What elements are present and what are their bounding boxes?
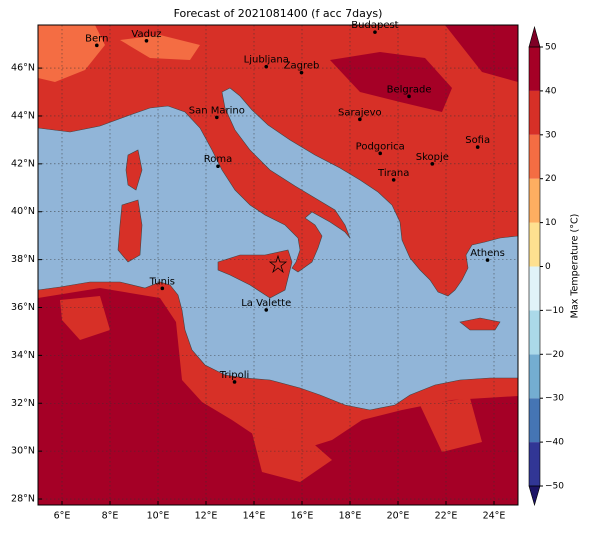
y-tick-label: 34°N <box>11 350 35 361</box>
city-label: San Marino <box>189 105 245 116</box>
colorbar-segment <box>529 222 540 267</box>
colorbar-tick-label: −20 <box>545 350 564 360</box>
city-marker <box>95 43 99 48</box>
x-tick-label: 24°E <box>483 511 506 522</box>
city-marker <box>144 39 149 43</box>
colorbar-extend-over <box>528 25 541 48</box>
city-marker <box>485 258 490 262</box>
x-tick-label: 14°E <box>243 511 266 522</box>
city-label: Tripoli <box>219 370 250 381</box>
x-tick-label: 20°E <box>387 511 410 522</box>
land <box>420 398 482 452</box>
y-tick-label: 28°N <box>11 494 35 505</box>
city-label: Zagreb <box>284 61 320 72</box>
colorbar-segment <box>529 398 540 443</box>
colorbar-segment <box>529 354 540 399</box>
colorbar-tick-label: 20 <box>545 174 557 184</box>
city-label: La Valette <box>241 298 291 309</box>
city-marker <box>407 94 411 99</box>
sardinia <box>117 199 143 263</box>
city-marker <box>232 380 237 384</box>
star-marker <box>268 254 288 274</box>
city-label: Skopje <box>416 152 449 163</box>
x-tick-label: 6°E <box>54 511 71 522</box>
city-marker <box>391 178 396 182</box>
city-marker <box>264 308 269 312</box>
x-tick-label: 22°E <box>435 511 458 522</box>
city-marker <box>430 162 435 166</box>
city-marker <box>373 30 377 34</box>
y-tick-label: 36°N <box>11 302 35 313</box>
city-label: Sofia <box>465 135 490 146</box>
title: Forecast of 2021081400 (f acc 7days) <box>174 7 383 20</box>
city-marker <box>216 164 220 169</box>
y-tick-label: 38°N <box>11 254 35 265</box>
colorbar-segment <box>529 90 540 135</box>
corsica <box>125 149 143 191</box>
x-tick-label: 18°E <box>339 511 362 522</box>
colorbar-label: Max Temperature (°C) <box>570 214 581 319</box>
city-marker <box>378 151 383 156</box>
warm-area <box>120 35 200 60</box>
city-label: Belgrade <box>387 84 432 95</box>
city-marker <box>475 145 480 149</box>
colorbar-tick-label: 50 <box>545 43 557 53</box>
x-tick-label: 16°E <box>291 511 314 522</box>
city-label: Roma <box>204 154 233 165</box>
city-label: Ljubljana <box>244 55 289 66</box>
colorbar-tick-label: −30 <box>545 394 564 404</box>
city-label: Athens <box>470 248 505 259</box>
x-tick-label: 12°E <box>195 511 218 522</box>
y-tick-label: 46°N <box>11 63 35 74</box>
x-tick-label: 8°E <box>102 511 119 522</box>
x-tick-label: 10°E <box>147 511 170 522</box>
city-marker <box>215 115 219 120</box>
y-tick-label: 30°N <box>11 446 35 457</box>
y-tick-label: 40°N <box>11 206 35 217</box>
colorbar-segment <box>529 310 540 355</box>
city-label: Tunis <box>149 276 175 287</box>
colorbar-segment <box>529 134 540 179</box>
colorbar-tick-label: 10 <box>545 218 557 228</box>
y-tick-label: 32°N <box>11 398 35 409</box>
hot-area <box>445 25 518 82</box>
y-tick-label: 42°N <box>11 158 35 169</box>
city-marker <box>299 70 304 75</box>
colorbar-extend-under <box>528 485 541 507</box>
city-label: Vaduz <box>131 29 161 40</box>
warm-area <box>38 25 105 82</box>
land <box>60 296 110 340</box>
hot-area <box>330 52 452 112</box>
colorbar-tick-label: −10 <box>545 306 564 316</box>
city-marker <box>358 117 362 122</box>
colorbar-segment <box>529 266 540 311</box>
frame <box>37 24 519 506</box>
colorbar-tick-label: 30 <box>545 130 557 140</box>
city-label: Bern <box>85 33 108 44</box>
colorbar-tick-label: 0 <box>545 262 551 272</box>
colorbar-segment <box>529 178 540 223</box>
colorbar-tick-label: 40 <box>545 86 557 96</box>
colorbar-segment <box>529 47 540 91</box>
city-label: Sarajevo <box>338 107 382 118</box>
city-label: Budapest <box>351 20 398 31</box>
colorbar-tick-label: −40 <box>545 438 564 448</box>
y-tick-label: 44°N <box>11 110 35 121</box>
city-label: Podgorica <box>356 141 405 152</box>
city-label: Tirana <box>377 168 409 179</box>
colorbar-tick-label: −50 <box>545 482 564 492</box>
land <box>250 425 332 482</box>
colorbar-segment <box>529 442 540 486</box>
city-marker <box>264 64 269 69</box>
crete <box>459 317 501 331</box>
city-marker <box>160 286 165 291</box>
